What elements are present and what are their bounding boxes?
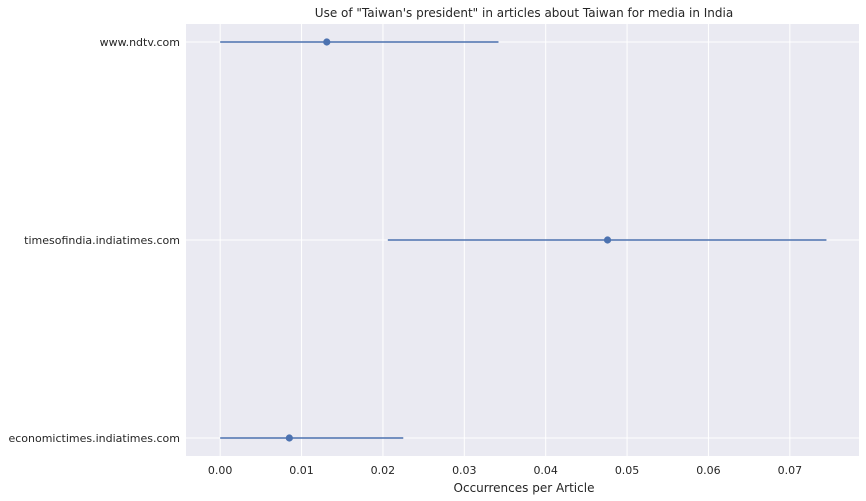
chart-title: Use of "Taiwan's president" in articles … xyxy=(315,6,733,20)
data-point xyxy=(285,434,293,442)
y-category-label: timesofindia.indiatimes.com xyxy=(24,234,180,247)
data-point xyxy=(323,38,331,46)
x-tick-label: 0.07 xyxy=(778,464,803,477)
x-axis-label: Occurrences per Article xyxy=(454,481,595,495)
data-marks xyxy=(220,38,827,442)
y-axis-categories: www.ndtv.com timesofindia.indiatimes.com e… xyxy=(8,36,180,445)
y-category-label: economictimes.indiatimes.com xyxy=(8,432,180,445)
x-tick-label: 0.06 xyxy=(696,464,721,477)
x-tick-label: 0.05 xyxy=(615,464,640,477)
x-tick-label: 0.00 xyxy=(208,464,233,477)
x-tick-label: 0.02 xyxy=(371,464,396,477)
x-tick-label: 0.03 xyxy=(452,464,477,477)
y-category-label: www.ndtv.com xyxy=(100,36,180,49)
data-point xyxy=(603,236,612,244)
x-tick-label: 0.04 xyxy=(533,464,558,477)
x-axis-ticks: 0.00 0.01 0.02 0.03 0.04 0.05 0.06 0.07 xyxy=(208,464,802,477)
x-tick-label: 0.01 xyxy=(289,464,314,477)
